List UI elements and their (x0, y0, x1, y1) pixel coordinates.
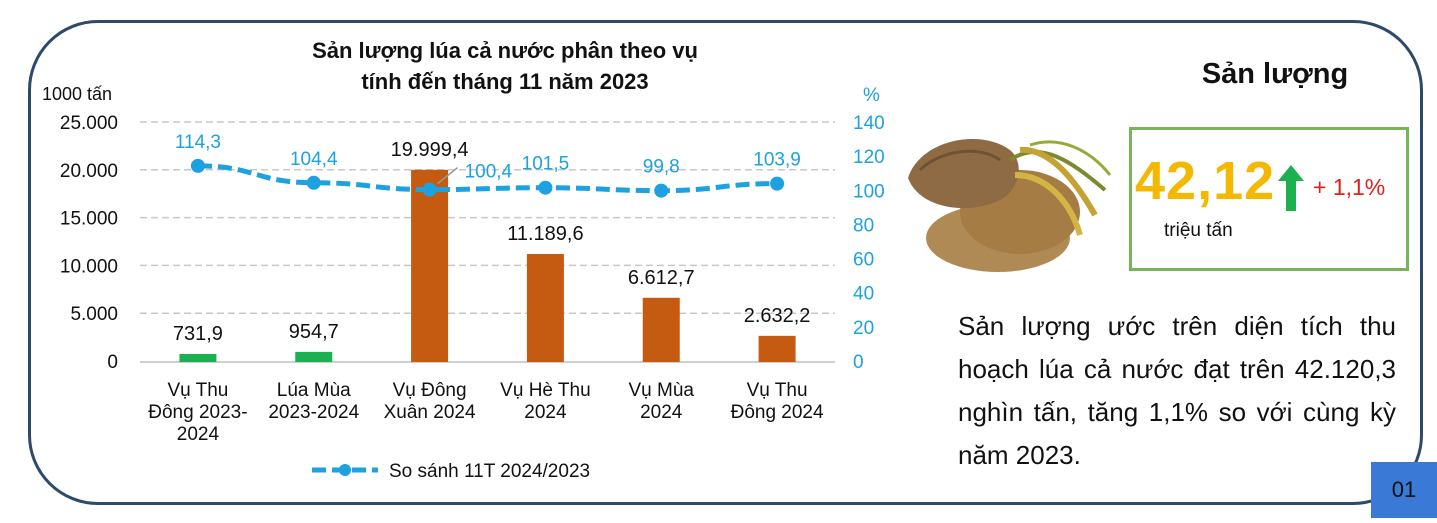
x-tick-label: Xuân 2024 (384, 402, 476, 423)
gridlines (140, 121, 835, 363)
line-label: 99,8 (643, 157, 680, 178)
bar (526, 254, 564, 362)
line-point (654, 183, 669, 198)
line-label: 101,5 (522, 154, 570, 175)
x-tick-label: Lúa Mùa (277, 380, 351, 401)
x-tick-label: 2023-2024 (268, 402, 359, 423)
x-tick-label: Vụ Thu (167, 380, 228, 401)
y-left-ticks: 25.000 20.000 15.000 10.000 5.000 0 (60, 113, 118, 373)
bar (642, 297, 680, 362)
kpi-value: 42,12 (1135, 151, 1276, 211)
y-right-tick: 60 (853, 250, 874, 271)
line-path (197, 163, 778, 194)
bar (179, 354, 217, 362)
line-series (190, 158, 785, 198)
bar-label: 11.189,6 (507, 223, 583, 245)
bar-label: 731,9 (173, 323, 223, 345)
x-tick-label: Đông 2024 (731, 402, 824, 423)
rice-sack-icon (900, 120, 1115, 280)
panel-title: Sản lượng (1201, 58, 1349, 90)
x-tick-label: Vụ Mùa (629, 380, 695, 401)
line-point (306, 175, 321, 190)
arrow-up-icon (1278, 165, 1304, 211)
bar-label: 954,7 (289, 321, 339, 343)
line-point (422, 182, 437, 197)
x-tick-label: 2024 (524, 402, 567, 423)
x-tick-label: Vụ Thu (747, 380, 808, 401)
y-left-tick: 20.000 (60, 161, 118, 182)
x-tick-label: Vụ Đông (393, 380, 467, 401)
legend-marker (339, 464, 351, 476)
bar-label: 2.632,2 (744, 305, 811, 327)
bar (411, 169, 449, 362)
kpi-change: + 1,1% (1313, 174, 1386, 200)
y-right-tick: 20 (853, 318, 874, 339)
y-left-tick: 10.000 (60, 256, 118, 277)
line-labels: 114,3 104,4 100,4 101,5 99,8 103,9 (175, 132, 801, 185)
y-left-tick: 0 (107, 352, 118, 373)
kpi-box (1129, 127, 1409, 271)
legend-label: So sánh 11T 2024/2023 (389, 461, 590, 482)
bars (179, 169, 796, 362)
line-point (190, 158, 205, 173)
y-right-unit: % (863, 85, 880, 106)
y-right-tick: 140 (853, 113, 885, 134)
chart: Sản lượng lúa cả nước phân theo vụ tính … (42, 38, 885, 482)
chart-title-line-1: Sản lượng lúa cả nước phân theo vụ (312, 38, 698, 63)
y-right-tick: 80 (853, 215, 874, 236)
line-label: 103,9 (753, 150, 801, 171)
kpi-unit: triệu tấn (1164, 220, 1233, 241)
y-left-tick: 5.000 (70, 304, 118, 325)
chart-title-line-2: tính đến tháng 11 năm 2023 (361, 69, 648, 94)
x-tick-label: 2024 (177, 424, 220, 445)
description-text: Sản lượng ước trên diện tích thu hoạch l… (958, 311, 1396, 470)
y-left-tick: 15.000 (60, 209, 118, 230)
page-number: 01 (1371, 462, 1437, 518)
y-right-tick: 100 (853, 181, 885, 202)
line-label: 100,4 (465, 162, 513, 183)
line-point (770, 176, 785, 191)
bar-label: 6.612,7 (628, 267, 695, 289)
y-right-tick: 40 (853, 284, 874, 305)
bar-labels: 731,9 954,7 19.999,4 11.189,6 6.612,7 2.632,2 (173, 139, 811, 345)
x-tick-label: Vụ Hè Thu (500, 380, 590, 401)
y-right-tick: 120 (853, 147, 885, 168)
y-right-ticks: 140 120 100 80 60 40 20 0 (853, 113, 885, 373)
legend: So sánh 11T 2024/2023 (312, 461, 590, 482)
y-right-tick: 0 (853, 352, 864, 373)
x-tick-label: Đông 2023- (148, 402, 247, 423)
x-tick-label: 2024 (640, 402, 683, 423)
line-label: 104,4 (290, 149, 338, 170)
bar (758, 335, 796, 362)
line-point (538, 180, 553, 195)
card-frame (28, 20, 1423, 505)
bar-label: 19.999,4 (391, 139, 469, 161)
y-left-tick: 25.000 (60, 113, 118, 134)
bar (295, 351, 333, 362)
line-label-leader (437, 167, 459, 185)
line-label: 114,3 (175, 132, 221, 153)
y-left-unit: 1000 tấn (42, 84, 112, 104)
